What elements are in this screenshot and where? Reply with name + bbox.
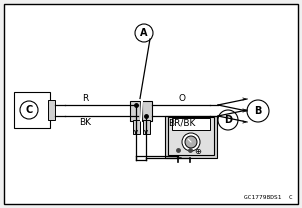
Bar	[143, 120, 149, 134]
Bar	[48, 100, 55, 120]
Text: GC17798DS1  C: GC17798DS1 C	[244, 195, 293, 200]
Circle shape	[247, 100, 269, 122]
Text: −: −	[175, 153, 181, 162]
Text: O: O	[178, 94, 185, 103]
Circle shape	[185, 136, 197, 148]
Circle shape	[20, 101, 38, 119]
Bar	[133, 120, 140, 134]
Bar	[168, 117, 214, 155]
Circle shape	[182, 133, 200, 151]
Text: ⊕: ⊕	[194, 146, 201, 156]
Text: A: A	[140, 28, 148, 38]
Bar	[172, 118, 210, 130]
Text: R: R	[82, 94, 88, 103]
Circle shape	[218, 110, 238, 130]
Bar	[165, 116, 217, 158]
Text: BR/BK: BR/BK	[168, 118, 196, 127]
Bar	[130, 100, 140, 120]
Text: D: D	[224, 115, 232, 125]
Circle shape	[135, 24, 153, 42]
Text: B: B	[254, 106, 262, 116]
Text: BK: BK	[79, 118, 91, 127]
Bar	[14, 92, 50, 128]
Text: C: C	[25, 105, 33, 115]
Bar	[142, 100, 152, 120]
